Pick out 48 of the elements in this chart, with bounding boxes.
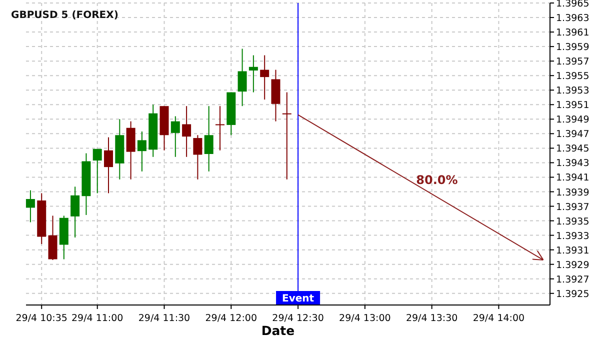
y-tick-label: 1.3929 <box>556 260 590 271</box>
candlestick <box>170 116 180 158</box>
x-tick-label: 29/4 12:30 <box>272 313 324 324</box>
y-tick-label: 1.3955 <box>556 71 590 82</box>
x-tick-label: 29/4 12:00 <box>205 313 258 324</box>
y-tick-label: 1.3931 <box>556 245 590 256</box>
x-tick-label: 29/4 13:30 <box>406 313 458 324</box>
candlestick <box>204 106 214 172</box>
candlestick <box>248 54 258 93</box>
y-tick-label: 1.3953 <box>556 86 590 97</box>
candlestick <box>48 215 58 260</box>
y-tick-label: 1.3957 <box>556 56 590 68</box>
x-tick-label: 29/4 13:00 <box>339 313 391 324</box>
y-tick-label: 1.3943 <box>556 158 590 170</box>
y-tick-label: 1.3959 <box>556 42 590 54</box>
candlestick <box>182 106 192 158</box>
candlestick <box>70 186 80 238</box>
y-tick-label: 1.3961 <box>556 28 590 39</box>
x-tick-label: 29/4 11:00 <box>71 313 124 324</box>
y-tick-label: 1.3937 <box>556 202 590 213</box>
candlestick <box>282 92 292 180</box>
x-axis-title: Date <box>261 323 295 338</box>
y-tick-label: 1.3939 <box>556 187 590 198</box>
annotation: 80.0% <box>416 173 458 187</box>
candlestick <box>104 136 113 194</box>
y-tick-label: 1.3933 <box>556 230 590 242</box>
candlestick <box>260 54 270 100</box>
x-tick-label: 29/4 11:30 <box>138 313 190 324</box>
candlestick <box>215 106 224 151</box>
y-tick-label: 1.3941 <box>556 172 590 184</box>
candlestick <box>193 134 202 180</box>
y-tick-label: 1.3949 <box>556 114 590 126</box>
y-tick-label: 1.3945 <box>556 144 590 155</box>
ref-line-label: Event <box>282 294 314 304</box>
text: GBPUSD 5 (FOREX) <box>11 10 118 21</box>
y-tick-label: 1.3925 <box>556 288 590 300</box>
candlestick <box>92 148 102 194</box>
y-tick-label: 1.3927 <box>556 274 590 286</box>
y-tick-label: 1.3947 <box>556 129 590 140</box>
candlestick <box>137 130 146 172</box>
y-tick-label: 1.3935 <box>556 216 590 228</box>
y-tick-label: 1.3963 <box>556 13 590 24</box>
x-tick-label: 29/4 10:35 <box>16 313 68 324</box>
x-tick-label: 29/4 14:00 <box>472 313 525 324</box>
candlestick <box>238 48 247 107</box>
y-tick-label: 1.3951 <box>556 100 590 112</box>
candlestick <box>126 120 136 180</box>
candlestick <box>26 190 35 223</box>
